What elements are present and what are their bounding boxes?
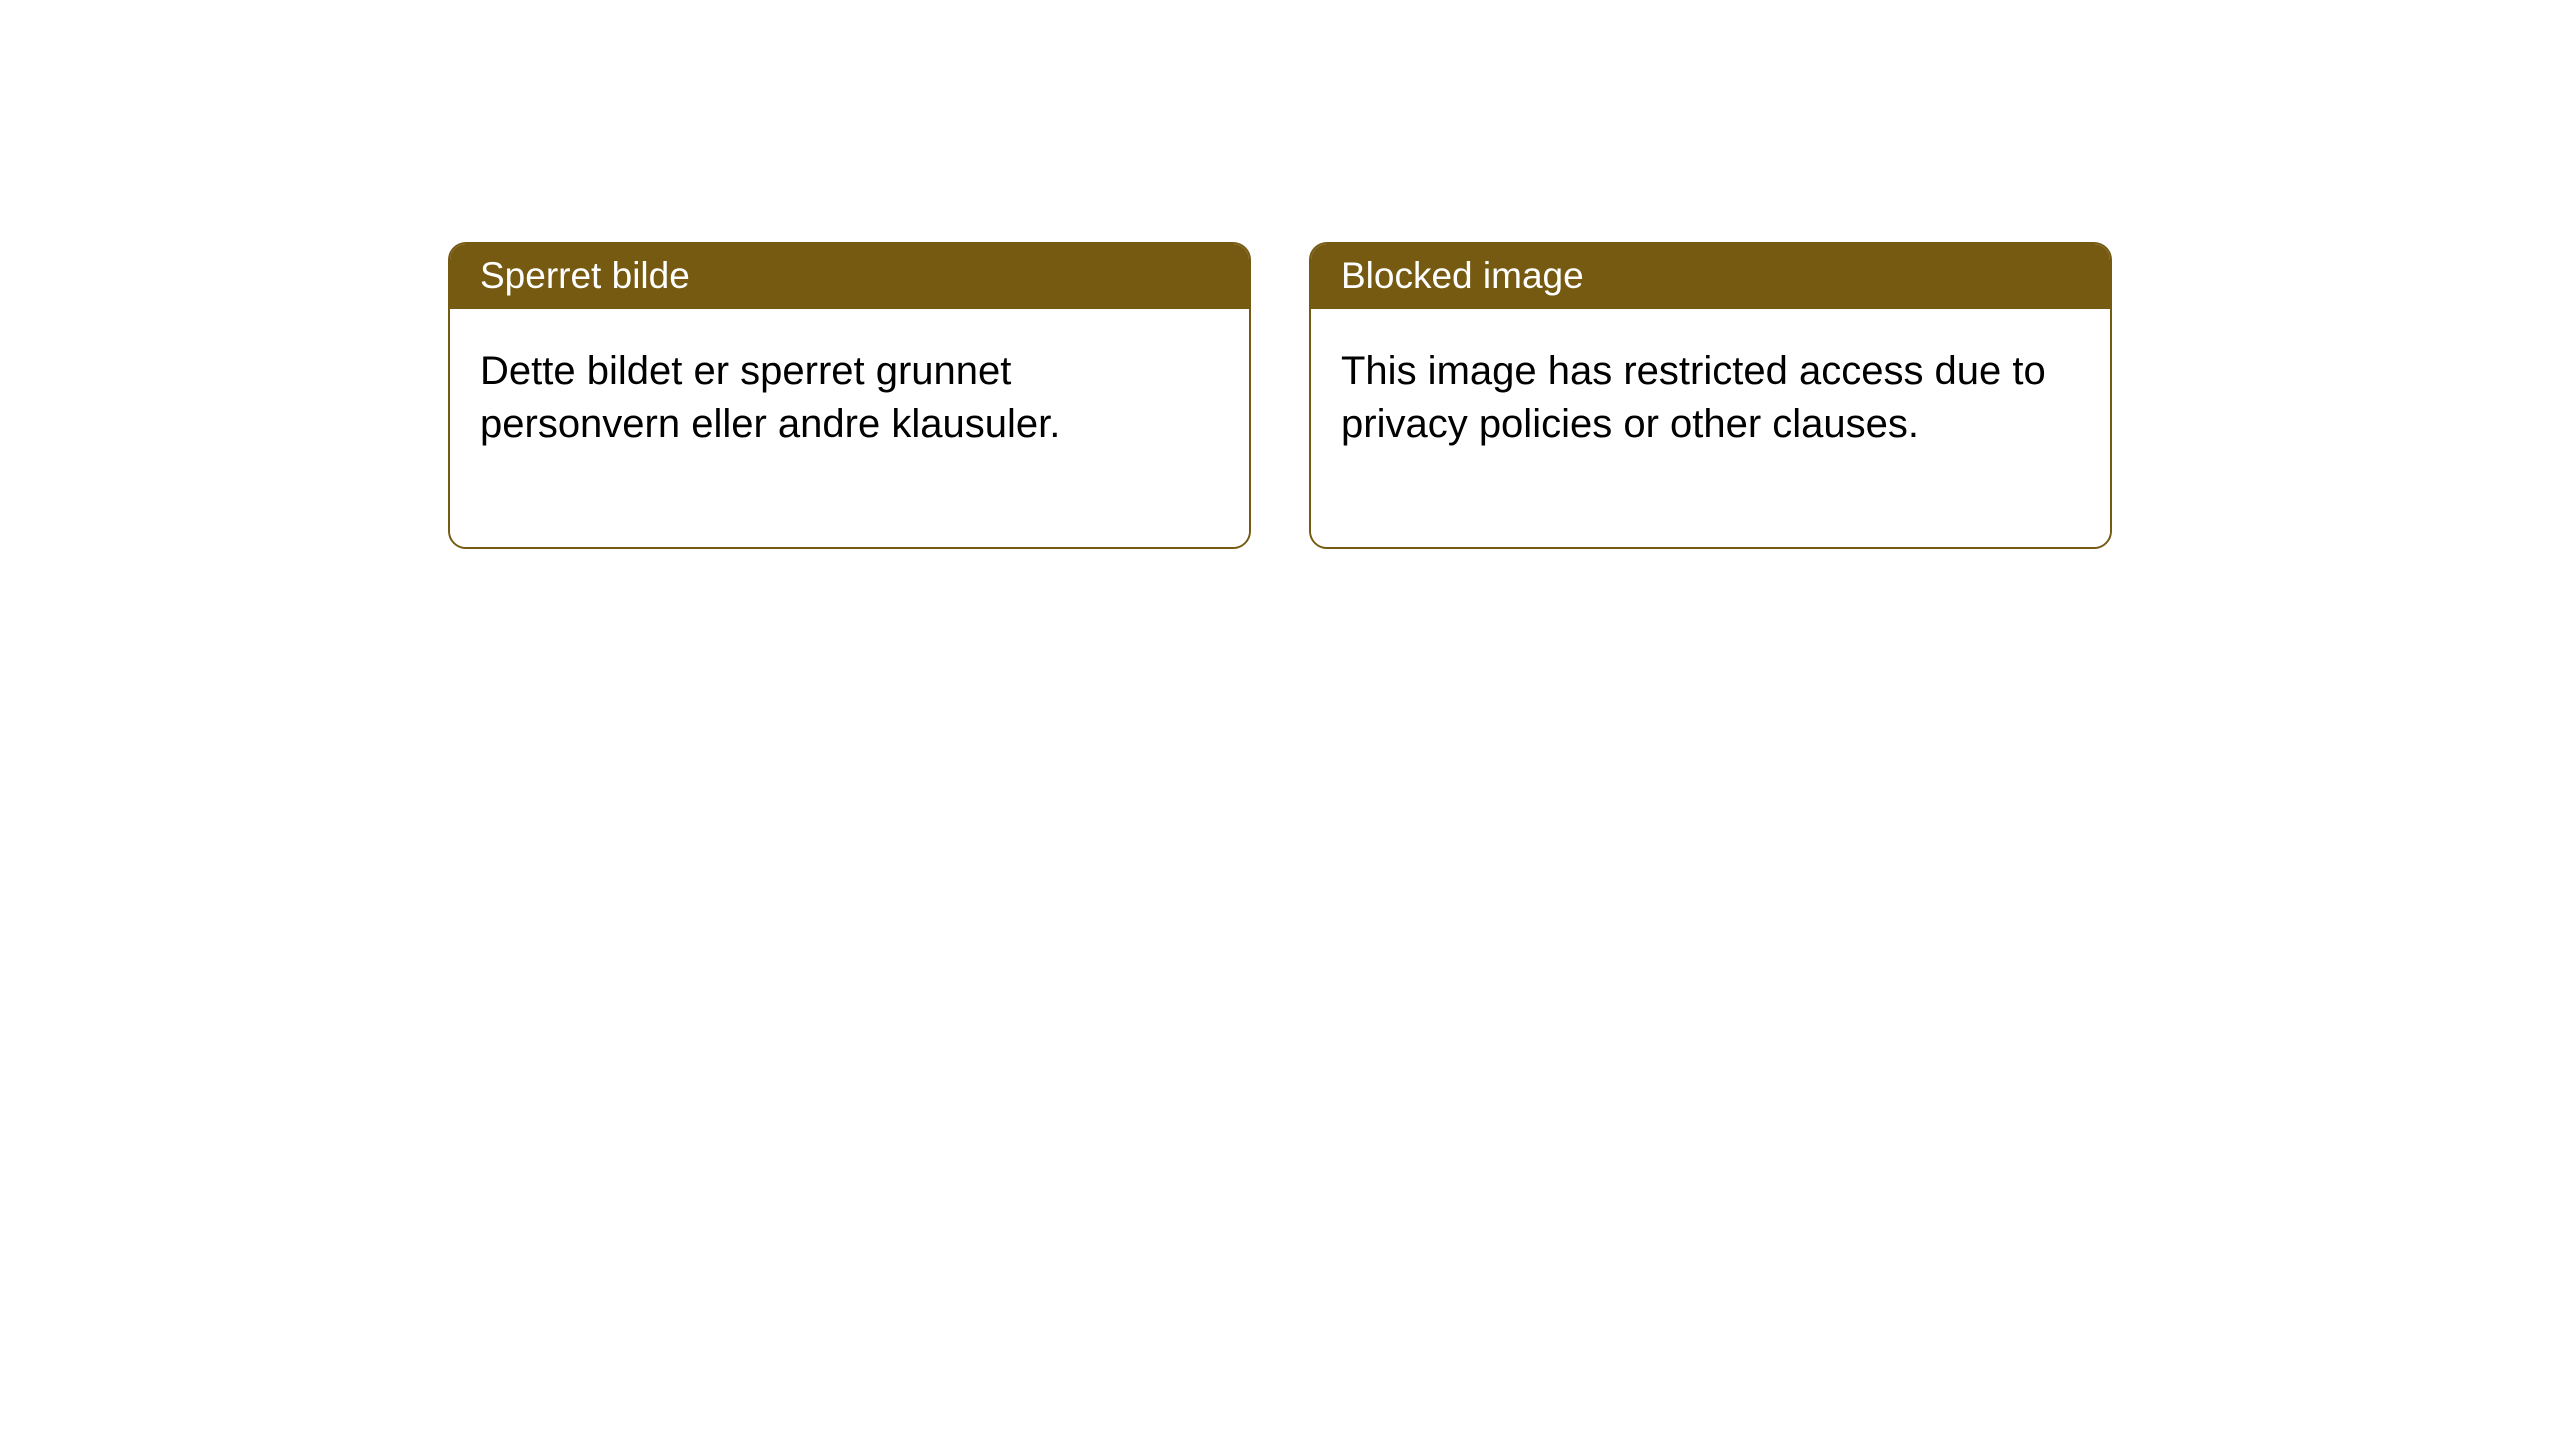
notice-title-english: Blocked image — [1311, 244, 2110, 309]
notice-container: Sperret bilde Dette bildet er sperret gr… — [448, 242, 2112, 549]
notice-card-norwegian: Sperret bilde Dette bildet er sperret gr… — [448, 242, 1251, 549]
notice-body-english: This image has restricted access due to … — [1311, 309, 2110, 547]
notice-title-norwegian: Sperret bilde — [450, 244, 1249, 309]
notice-body-norwegian: Dette bildet er sperret grunnet personve… — [450, 309, 1249, 547]
notice-card-english: Blocked image This image has restricted … — [1309, 242, 2112, 549]
